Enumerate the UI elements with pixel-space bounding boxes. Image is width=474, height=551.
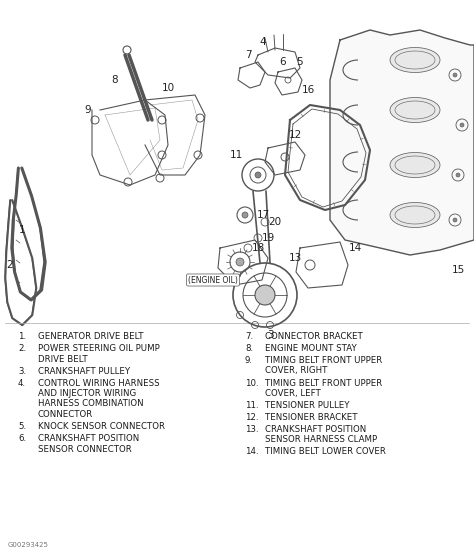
Text: 5: 5 bbox=[297, 57, 303, 67]
Text: AND INJECTOR WIRING: AND INJECTOR WIRING bbox=[38, 389, 136, 398]
Text: 10.: 10. bbox=[245, 379, 259, 387]
Text: 4: 4 bbox=[260, 37, 266, 47]
Text: 9: 9 bbox=[85, 105, 91, 115]
Text: 6: 6 bbox=[280, 57, 286, 67]
Text: 2: 2 bbox=[7, 260, 13, 270]
Text: 7.: 7. bbox=[245, 332, 253, 341]
Text: 6.: 6. bbox=[18, 434, 26, 443]
Text: CRANKSHAFT PULLEY: CRANKSHAFT PULLEY bbox=[38, 366, 130, 375]
Text: 10: 10 bbox=[162, 83, 174, 93]
Text: CRANKSHAFT POSITION: CRANKSHAFT POSITION bbox=[265, 425, 366, 434]
Text: COVER, RIGHT: COVER, RIGHT bbox=[265, 366, 328, 375]
Circle shape bbox=[255, 285, 275, 305]
Text: 4.: 4. bbox=[18, 379, 26, 387]
Ellipse shape bbox=[390, 153, 440, 177]
Text: 19: 19 bbox=[261, 233, 274, 243]
Text: 3.: 3. bbox=[18, 366, 26, 375]
Text: ENGINE MOUNT STAY: ENGINE MOUNT STAY bbox=[265, 344, 357, 353]
Circle shape bbox=[453, 218, 457, 222]
Text: 11.: 11. bbox=[245, 401, 259, 410]
Text: CRANKSHAFT POSITION: CRANKSHAFT POSITION bbox=[38, 434, 139, 443]
Text: 13: 13 bbox=[288, 253, 301, 263]
Text: DRIVE BELT: DRIVE BELT bbox=[38, 354, 88, 364]
Text: 8: 8 bbox=[112, 75, 118, 85]
Text: 15: 15 bbox=[451, 265, 465, 275]
Text: 17: 17 bbox=[256, 210, 270, 220]
Circle shape bbox=[453, 73, 457, 77]
Text: (ENGINE OIL): (ENGINE OIL) bbox=[188, 276, 238, 284]
Text: 1.: 1. bbox=[18, 332, 26, 341]
Circle shape bbox=[456, 173, 460, 177]
Text: TIMING BELT FRONT UPPER: TIMING BELT FRONT UPPER bbox=[265, 356, 382, 365]
Ellipse shape bbox=[390, 98, 440, 122]
Circle shape bbox=[460, 123, 464, 127]
Text: TIMING BELT FRONT UPPER: TIMING BELT FRONT UPPER bbox=[265, 379, 382, 387]
Text: CONNECTOR: CONNECTOR bbox=[38, 410, 93, 419]
Text: 3: 3 bbox=[267, 330, 273, 340]
Text: COVER, LEFT: COVER, LEFT bbox=[265, 389, 321, 398]
Text: CONNECTOR BRACKET: CONNECTOR BRACKET bbox=[265, 332, 363, 341]
Text: 12: 12 bbox=[288, 130, 301, 140]
Text: 18: 18 bbox=[251, 243, 264, 253]
Circle shape bbox=[236, 258, 244, 266]
Ellipse shape bbox=[390, 203, 440, 228]
Text: 1: 1 bbox=[18, 225, 25, 235]
Text: TENSIONER BRACKET: TENSIONER BRACKET bbox=[265, 413, 357, 422]
Text: 5.: 5. bbox=[18, 422, 26, 431]
Polygon shape bbox=[330, 30, 474, 255]
Text: KNOCK SENSOR CONNECTOR: KNOCK SENSOR CONNECTOR bbox=[38, 422, 165, 431]
Text: G00293425: G00293425 bbox=[8, 542, 49, 548]
Text: 12.: 12. bbox=[245, 413, 259, 422]
Text: SENSOR HARNESS CLAMP: SENSOR HARNESS CLAMP bbox=[265, 435, 377, 445]
Text: 16: 16 bbox=[301, 85, 315, 95]
Text: 8.: 8. bbox=[245, 344, 253, 353]
Text: POWER STEERING OIL PUMP: POWER STEERING OIL PUMP bbox=[38, 344, 160, 353]
Text: 2.: 2. bbox=[18, 344, 26, 353]
Text: TIMING BELT LOWER COVER: TIMING BELT LOWER COVER bbox=[265, 447, 386, 456]
Text: CONTROL WIRING HARNESS: CONTROL WIRING HARNESS bbox=[38, 379, 160, 387]
Text: 14.: 14. bbox=[245, 447, 259, 456]
Text: 11: 11 bbox=[229, 150, 243, 160]
Text: GENERATOR DRIVE BELT: GENERATOR DRIVE BELT bbox=[38, 332, 144, 341]
Text: 20: 20 bbox=[268, 217, 282, 227]
Text: 13.: 13. bbox=[245, 425, 259, 434]
Text: SENSOR CONNECTOR: SENSOR CONNECTOR bbox=[38, 445, 132, 453]
Text: HARNESS COMBINATION: HARNESS COMBINATION bbox=[38, 399, 144, 408]
Text: TENSIONER PULLEY: TENSIONER PULLEY bbox=[265, 401, 349, 410]
Circle shape bbox=[255, 172, 261, 178]
Circle shape bbox=[242, 212, 248, 218]
Text: 14: 14 bbox=[348, 243, 362, 253]
Text: 9.: 9. bbox=[245, 356, 253, 365]
Ellipse shape bbox=[390, 47, 440, 73]
Text: 7: 7 bbox=[245, 50, 251, 60]
